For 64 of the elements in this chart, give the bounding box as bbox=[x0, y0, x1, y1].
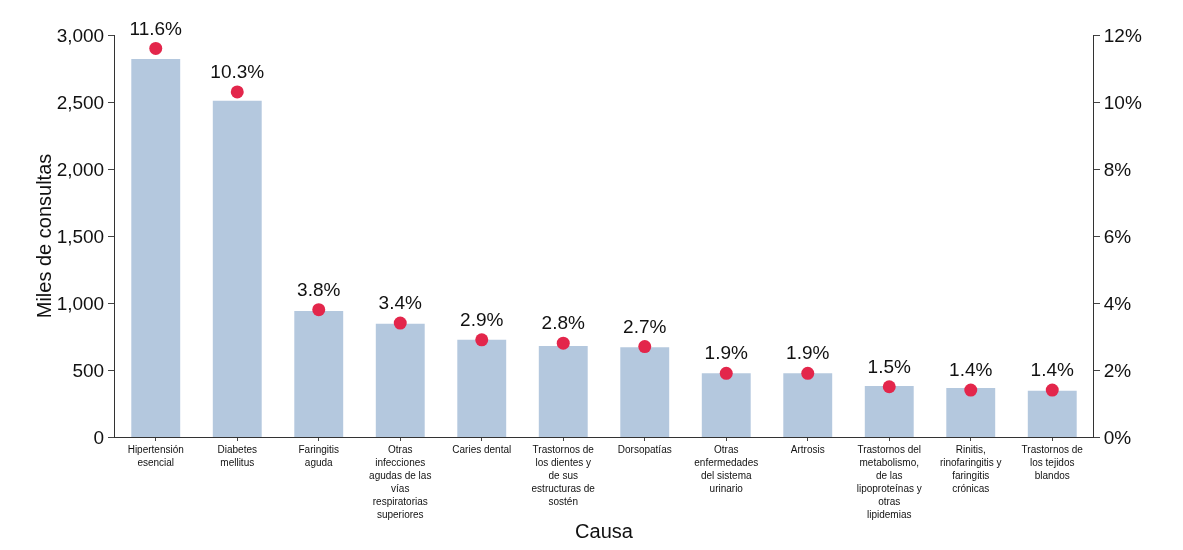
bar bbox=[131, 59, 181, 437]
bar bbox=[457, 339, 507, 437]
x-tick-label: Caries dental bbox=[452, 444, 512, 455]
point bbox=[801, 366, 815, 380]
point bbox=[556, 336, 570, 350]
x-tick-label: Trastornos del metabolismo, de las lipoproteínas y otras lipidemias bbox=[856, 444, 922, 520]
data-label: 3.8% bbox=[297, 278, 341, 300]
data-label: 10.3% bbox=[210, 61, 265, 83]
y-tick-label: 2,000 bbox=[56, 158, 105, 180]
y-tick-label: 0 bbox=[93, 426, 105, 448]
x-tick-label: Hipertensión esencial bbox=[127, 444, 184, 468]
data-label: 1.4% bbox=[949, 359, 993, 381]
bar bbox=[375, 323, 425, 437]
bar bbox=[294, 311, 344, 437]
point bbox=[312, 303, 326, 317]
y-tick-label: 500 bbox=[72, 359, 105, 381]
y2-tick-label: 8% bbox=[1103, 158, 1132, 180]
data-label: 1.5% bbox=[867, 355, 912, 377]
data-label: 1.4% bbox=[1030, 359, 1075, 381]
y-tick-label: 1,000 bbox=[56, 292, 105, 314]
bar bbox=[783, 373, 833, 437]
y-tick-label: 1,500 bbox=[56, 225, 105, 247]
y2-tick-label: 4% bbox=[1103, 292, 1132, 314]
bar bbox=[864, 386, 914, 437]
x-tick-label: Artrosis bbox=[790, 444, 825, 455]
point bbox=[719, 366, 733, 380]
point bbox=[964, 383, 978, 397]
data-label: 1.9% bbox=[786, 342, 830, 364]
data-label: 2.8% bbox=[541, 312, 586, 334]
x-tick-label: Otras enfermedades del sistema urinario bbox=[694, 444, 759, 494]
x-tick-label: Otras infecciones agudas de las vías respiratorias superiores bbox=[369, 444, 432, 520]
x-tick-label: Rinitis, rinofaringitis y faringitis crónicas bbox=[939, 444, 1002, 494]
data-label: 2.7% bbox=[623, 315, 667, 337]
y2-tick-label: 12% bbox=[1103, 24, 1142, 46]
y2-tick-label: 10% bbox=[1103, 91, 1142, 113]
x-tick-label: Dorsopatías bbox=[617, 444, 672, 455]
bar bbox=[1027, 390, 1077, 437]
point bbox=[882, 380, 896, 394]
bar bbox=[701, 373, 751, 437]
bar bbox=[946, 388, 996, 437]
x-tick-label: Diabetes mellitus bbox=[217, 444, 257, 468]
point bbox=[1045, 383, 1059, 397]
x-tick-label: Trastornos de los dientes y de sus estructuras de sostén bbox=[531, 444, 596, 507]
bar bbox=[538, 345, 588, 437]
data-label: 11.6% bbox=[129, 17, 183, 39]
y2-tick-label: 2% bbox=[1103, 359, 1132, 381]
bar bbox=[212, 100, 262, 437]
y-axis-title: Miles de consultas bbox=[32, 153, 55, 319]
y-tick-label: 3,000 bbox=[56, 24, 105, 46]
bar bbox=[620, 347, 670, 437]
data-label: 1.9% bbox=[704, 342, 749, 364]
x-tick-label: Faringitis aguda bbox=[298, 444, 340, 468]
y2-tick-label: 0% bbox=[1103, 426, 1132, 448]
y2-tick-label: 6% bbox=[1103, 225, 1132, 247]
point bbox=[475, 333, 489, 347]
point bbox=[638, 340, 652, 354]
point bbox=[393, 316, 407, 330]
y-tick-label: 2,500 bbox=[56, 91, 105, 113]
data-label: 3.4% bbox=[378, 292, 423, 314]
point bbox=[149, 41, 163, 55]
x-tick-label: Trastornos de los tejidos blandos bbox=[1021, 444, 1084, 481]
point bbox=[230, 85, 244, 99]
x-axis-title: Causa bbox=[575, 519, 634, 542]
data-label: 2.9% bbox=[460, 308, 504, 330]
